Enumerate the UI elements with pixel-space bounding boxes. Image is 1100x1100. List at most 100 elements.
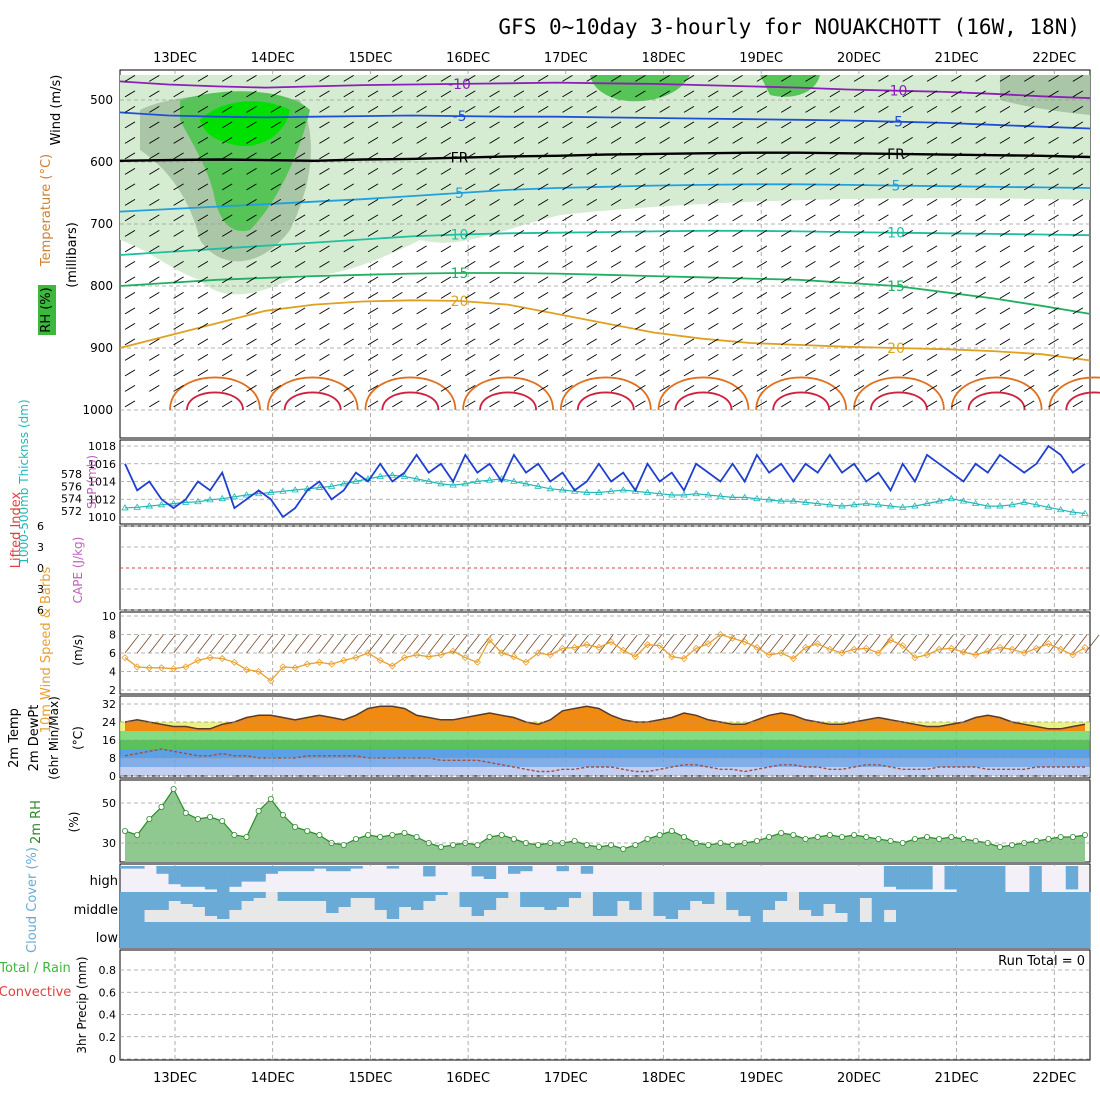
upper-wind-barb (805, 121, 816, 129)
wind-speed-marker (388, 662, 396, 670)
cloud-bar-middle (192, 892, 206, 907)
thickness-marker (412, 475, 421, 482)
upper-wind-barb (708, 369, 719, 377)
surface-wind-barb (173, 634, 188, 654)
upper-wind-barb (829, 214, 841, 222)
rh2m-marker (474, 842, 481, 849)
upper-wind-barb (270, 137, 282, 144)
cloud-bar-middle (944, 892, 957, 922)
upper-wind-barb (1072, 75, 1084, 82)
upper-wind-barb (416, 385, 427, 392)
slp-line (124, 444, 1086, 519)
upper-wind-barb (902, 75, 913, 82)
upper-wind-barb (610, 369, 622, 377)
surface-wind-barb (428, 634, 444, 654)
wind-speed-marker (400, 654, 409, 662)
upper-wind-barb (586, 168, 598, 175)
thickness-marker (971, 499, 980, 506)
upper-wind-barb (975, 338, 986, 346)
upper-wind-barb (197, 400, 209, 408)
upper-wind-barb (173, 338, 184, 346)
upper-wind-barb (780, 106, 792, 113)
upper-wind-barb (319, 90, 330, 98)
upper-wind-barb (392, 354, 403, 361)
surface-wind-barb (707, 634, 723, 654)
upper-wind-barb (513, 199, 525, 206)
upper-wind-barb (221, 106, 233, 113)
thickness-marker (741, 493, 749, 500)
upper-wind-barb (926, 214, 938, 222)
thickness-marker (583, 488, 591, 495)
wind-speed-marker (1057, 645, 1065, 653)
upper-wind-barb (149, 369, 160, 377)
thickness-marker (327, 482, 336, 489)
label-thickness: 1000-500mb Thicknss (dm) (17, 399, 31, 564)
upper-wind-barb (610, 199, 622, 206)
upper-wind-barb (951, 276, 962, 284)
upper-wind-barb (805, 183, 816, 191)
thickness-marker (315, 483, 324, 490)
upper-wind-barb (975, 152, 986, 160)
wind-speed-marker (765, 651, 773, 659)
upper-wind-barb (926, 137, 938, 144)
wind-speed-line (124, 633, 1086, 682)
wind-speed-marker (546, 651, 554, 659)
upper-wind-barb (805, 214, 816, 222)
wind-speed-marker (996, 643, 1004, 652)
upper-wind-barb (975, 183, 986, 191)
upper-wind-barb (853, 214, 865, 222)
temperature-band (120, 749, 1090, 758)
cloud-bar-high (508, 866, 521, 874)
rh2m-marker (656, 832, 663, 839)
upper-wind-barb (197, 230, 209, 237)
upper-wind-barb (537, 106, 549, 113)
warm-contour (186, 391, 244, 411)
surface-wind-barb (258, 634, 273, 654)
rh2m-marker (498, 832, 505, 839)
wind-speed-marker (607, 638, 615, 646)
upper-wind-barb (246, 183, 257, 191)
rh2m-marker (401, 830, 408, 837)
upper-wind-barb (756, 75, 768, 82)
cloud-bar-high (883, 866, 897, 887)
surface-wind-barb (671, 634, 687, 654)
upper-wind-barb (756, 152, 768, 160)
upper-wind-barb (124, 214, 136, 222)
upper-wind-barb (149, 137, 160, 144)
upper-wind-barb (197, 369, 209, 377)
upper-wind-barb (635, 121, 646, 129)
upper-wind-barb (975, 369, 986, 377)
upper-wind-barb (489, 400, 500, 408)
warm-contour (266, 376, 359, 411)
rh-tick-label: 30 (102, 837, 116, 850)
cloud-low-fill (121, 922, 1089, 948)
cloud-bar-high (241, 866, 254, 882)
upper-wind-barb (659, 369, 670, 377)
upper-wind-barb (659, 90, 670, 98)
thickness-marker (1056, 505, 1065, 513)
rh2m-marker (680, 834, 687, 841)
upper-wind-barb (586, 152, 598, 160)
surface-wind-barb (610, 634, 626, 654)
upper-wind-barb (270, 369, 282, 377)
upper-wind-barb (683, 121, 695, 129)
upper-wind-barb (951, 385, 962, 392)
upper-wind-barb (392, 75, 403, 82)
upper-wind-barb (683, 385, 695, 392)
rh2m-marker (182, 810, 189, 817)
temperature-fill (125, 706, 1085, 731)
rh2m-fill (125, 789, 1085, 862)
upper-wind-barb (489, 276, 500, 284)
wind-speed-marker (279, 663, 287, 671)
upper-wind-barb (149, 106, 160, 113)
pressure-tick-label: 1000 (82, 403, 113, 417)
upper-wind-barb (197, 106, 209, 113)
upper-wind-barb (294, 90, 306, 98)
upper-wind-barb (489, 75, 500, 82)
upper-wind-barb (586, 261, 598, 268)
date-label-bottom: 17DEC (544, 1071, 588, 1086)
cloud-bar-middle (799, 892, 812, 910)
wind-speed-marker (485, 636, 494, 644)
upper-wind-barb (392, 323, 403, 330)
